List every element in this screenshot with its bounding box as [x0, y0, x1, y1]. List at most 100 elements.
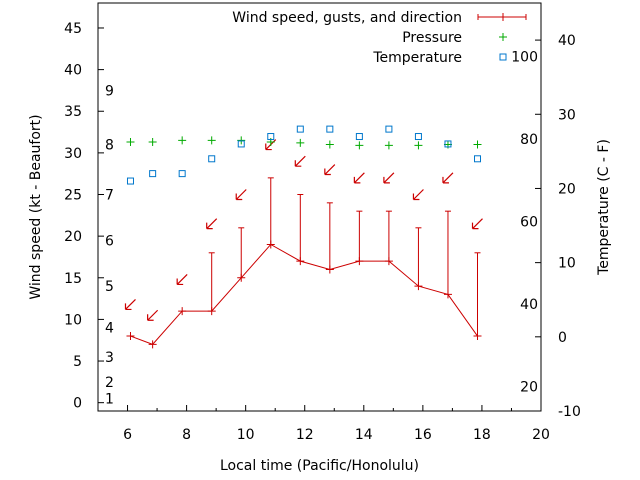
y-right-tick-label: -10 [558, 404, 581, 420]
y-left-tick-label: 40 [64, 63, 82, 79]
y-left-tick-label: 5 [73, 354, 82, 370]
wind-direction-arrow [235, 189, 247, 201]
fahrenheit-label: 40 [520, 297, 538, 313]
beaufort-label: 5 [105, 279, 114, 295]
x-axis-label: Local time (Pacific/Honolulu) [220, 458, 419, 474]
beaufort-label: 4 [105, 321, 114, 337]
y-right-tick-label: 20 [558, 181, 576, 197]
y-left-tick-label: 45 [64, 21, 82, 37]
axis-ticks-group: 6 8 10 12 14 16 18 20051015202530354045-1001020… [64, 21, 581, 443]
y-left-tick-label: 20 [64, 229, 82, 245]
fahrenheit-label: 80 [520, 132, 538, 148]
temperature-point [178, 170, 186, 178]
y-right-tick-label: 10 [558, 256, 576, 272]
pressure-point [237, 136, 246, 145]
y-right-tick-label: 0 [558, 330, 567, 346]
x-tick-label: 20 [532, 427, 550, 443]
temperature-point [385, 125, 393, 133]
pressure-point [325, 140, 334, 149]
legend: Wind speed, gusts, and direction Pressur… [232, 10, 527, 66]
wind-direction-arrow [147, 309, 159, 321]
wind-speed-point [473, 332, 482, 341]
wind-speed-point [325, 265, 334, 274]
wind-direction-arrow [383, 172, 395, 184]
wind-speed-point [296, 257, 305, 266]
beaufort-label: 3 [105, 350, 114, 366]
temperature-point [414, 133, 422, 141]
wind-speed-point [414, 282, 423, 291]
beaufort-label: 1 [105, 392, 114, 408]
pressure-point [355, 141, 364, 150]
temperature-point [208, 155, 216, 163]
wind-speed-point [443, 290, 452, 299]
pressure-point [148, 138, 157, 147]
y-right-tick-label: 30 [558, 107, 576, 123]
legend-wind-marker [499, 13, 507, 21]
x-tick-label: 16 [414, 427, 432, 443]
legend-temperature-label: Temperature [372, 50, 462, 66]
x-tick-label: 6 [123, 427, 132, 443]
wind-direction-arrow [471, 218, 483, 230]
y-left-tick-label: 25 [64, 188, 82, 204]
y-left-tick-label: 35 [64, 104, 82, 120]
plot-frame [97, 2, 542, 412]
series-group [124, 125, 483, 349]
temperature-point [149, 170, 157, 178]
temperature-point [296, 125, 304, 133]
wind-speed-point [384, 257, 393, 266]
wind-speed-point [266, 240, 275, 249]
wind-speed-point [178, 307, 187, 316]
y-left-tick-label: 30 [64, 146, 82, 162]
y-right-tick-label: 40 [558, 33, 576, 49]
temperature-point [326, 125, 334, 133]
pressure-point [126, 138, 135, 147]
pressure-point [384, 141, 393, 150]
wind-speed-point [148, 340, 157, 349]
temperature-point [237, 140, 245, 148]
beaufort-label: 9 [105, 83, 114, 99]
fahrenheit-label: 60 [520, 214, 538, 230]
wind-direction-arrow [442, 172, 454, 184]
pressure-point [414, 141, 423, 150]
fahrenheit-label: 100 [511, 50, 538, 66]
wind-speed-point [207, 307, 216, 316]
beaufort-label: 8 [105, 138, 114, 154]
temperature-point [444, 140, 452, 148]
wind-direction-arrow [324, 164, 336, 176]
x-tick-label: 14 [355, 427, 373, 443]
temperature-point [474, 155, 482, 163]
wind-direction-arrow [206, 218, 218, 230]
pressure-point [207, 136, 216, 145]
plot-frame-group [97, 2, 542, 412]
x-tick-label: 10 [237, 427, 255, 443]
pressure-point [473, 140, 482, 149]
wind-direction-arrow [124, 298, 136, 311]
legend-temperature-marker [499, 53, 507, 61]
y-left-tick-label: 10 [64, 312, 82, 328]
legend-wind-label: Wind speed, gusts, and direction [232, 10, 462, 26]
wind-speed-line [130, 243, 478, 345]
beaufort-label: 7 [105, 188, 114, 204]
wind-direction-arrow [294, 155, 306, 167]
fahrenheit-label: 20 [520, 379, 538, 395]
wind-direction-arrow [353, 172, 365, 184]
y-left-tick-label: 15 [64, 271, 82, 287]
pressure-point [178, 136, 187, 145]
wind-speed-point [355, 257, 364, 266]
temperature-point [267, 133, 275, 141]
y-left-tick-label: 0 [73, 396, 82, 412]
beaufort-label: 6 [105, 233, 114, 249]
wind-speed-point [237, 273, 246, 282]
y-axis-left-label: Wind speed (kt - Beaufort) [28, 114, 44, 299]
temperature-point [126, 177, 134, 185]
wind-direction-arrow [176, 274, 188, 286]
x-tick-label: 8 [182, 427, 191, 443]
pressure-point [296, 138, 305, 147]
legend-pressure-label: Pressure [402, 30, 462, 46]
x-tick-label: 12 [296, 427, 314, 443]
legend-pressure-marker [499, 33, 507, 41]
beaufort-label: 2 [105, 375, 114, 391]
wind-direction-arrow [412, 189, 424, 201]
wind-speed-point [126, 332, 135, 341]
